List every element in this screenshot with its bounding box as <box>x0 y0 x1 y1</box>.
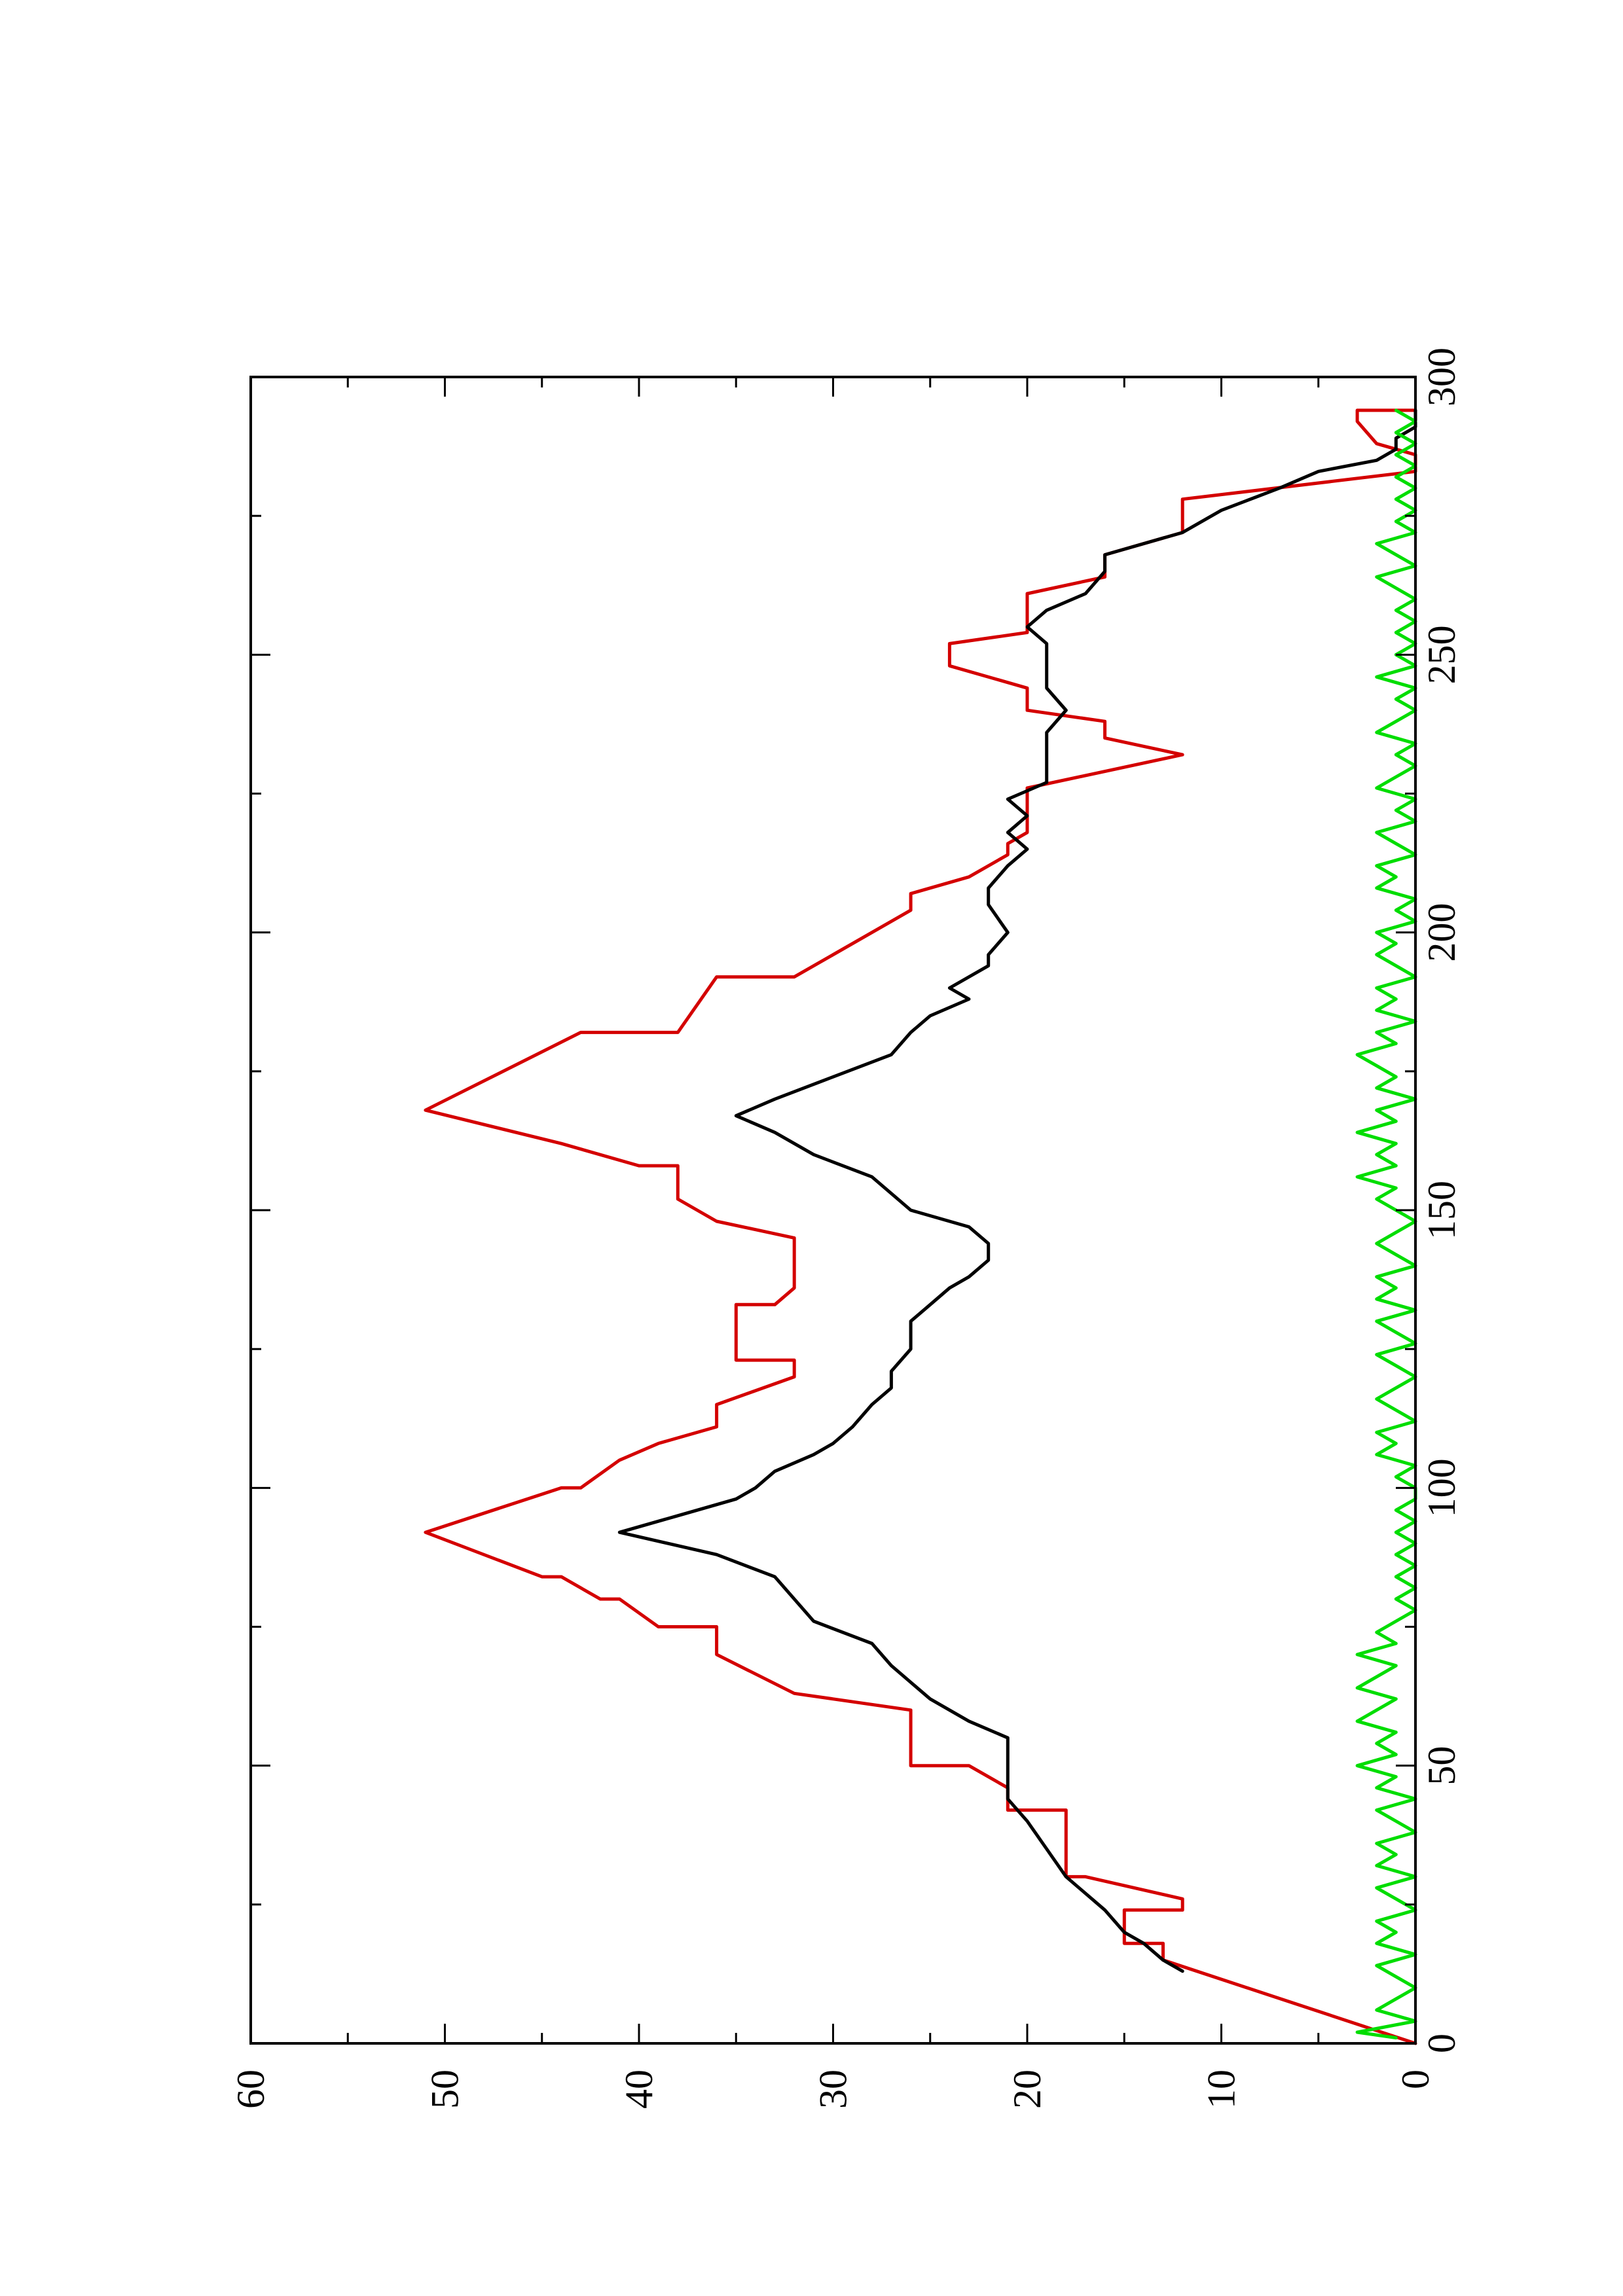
x-tick-label: 250 <box>1420 625 1463 684</box>
x-tick-label: 200 <box>1420 903 1463 962</box>
series-layer <box>424 408 1417 2045</box>
y-tick-label: 50 <box>424 2070 467 2109</box>
x-tick-label: 100 <box>1420 1458 1463 1517</box>
x-tick-label: 150 <box>1420 1181 1463 1240</box>
y-tick-label: 60 <box>229 2070 272 2109</box>
tick-label-layer: 0 50 100 150 200 250 300 0 10 20 30 40 50 60 <box>229 348 1463 2109</box>
y-tick-label: 30 <box>812 2070 855 2109</box>
x-tick-label: 300 <box>1420 348 1463 406</box>
y-tick-label: 20 <box>1006 2070 1049 2109</box>
plot-area: 0 50 100 150 200 250 300 0 10 20 30 40 50 60 <box>229 348 1463 2109</box>
x-tick-label: 50 <box>1420 1746 1463 1785</box>
series-line-2 <box>617 408 1417 1973</box>
y-tick-label: 0 <box>1394 2070 1437 2089</box>
y-tick-label: 40 <box>617 2070 661 2109</box>
x-tick-label: 0 <box>1420 2034 1463 2053</box>
series-line-3 <box>1355 408 1417 2039</box>
series-line-1 <box>424 408 1417 2045</box>
tick-layer <box>249 376 1417 2045</box>
y-tick-label: 10 <box>1200 2070 1243 2109</box>
